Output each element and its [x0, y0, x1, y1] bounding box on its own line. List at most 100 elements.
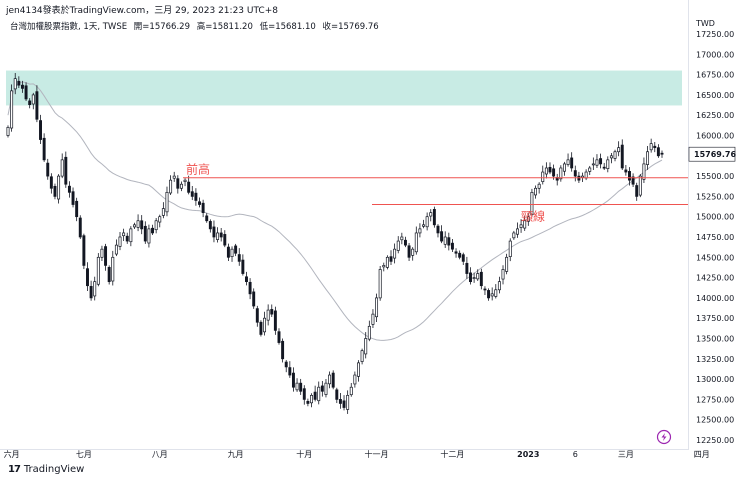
candle[interactable] — [555, 173, 559, 186]
candle[interactable] — [591, 157, 595, 171]
candle[interactable] — [483, 286, 487, 296]
candle[interactable] — [335, 387, 339, 404]
candle[interactable] — [252, 288, 256, 309]
candle[interactable] — [53, 183, 57, 200]
candle[interactable] — [497, 276, 501, 294]
candle[interactable] — [28, 98, 32, 109]
candle[interactable] — [505, 253, 509, 275]
candle[interactable] — [328, 371, 332, 389]
candle[interactable] — [443, 231, 447, 248]
candle[interactable] — [179, 181, 183, 192]
candle[interactable] — [122, 228, 126, 241]
candle[interactable] — [255, 305, 259, 327]
candle[interactable] — [86, 262, 89, 291]
candle[interactable] — [501, 265, 505, 285]
candle[interactable] — [653, 141, 657, 153]
candle[interactable] — [64, 151, 68, 188]
candle[interactable] — [642, 157, 646, 184]
candle[interactable] — [306, 398, 310, 407]
candle[interactable] — [266, 304, 270, 326]
candle[interactable] — [161, 202, 165, 219]
candle[interactable] — [465, 256, 469, 279]
candle[interactable] — [198, 197, 201, 208]
candle[interactable] — [559, 165, 563, 182]
candle[interactable] — [216, 227, 220, 243]
candle[interactable] — [302, 385, 306, 405]
candle[interactable] — [552, 164, 556, 180]
candle[interactable] — [172, 171, 176, 182]
candle[interactable] — [436, 224, 440, 238]
candle[interactable] — [187, 175, 191, 195]
candle[interactable] — [566, 153, 570, 167]
candle[interactable] — [429, 209, 433, 222]
candle[interactable] — [270, 304, 274, 317]
candle[interactable] — [71, 187, 75, 208]
candle[interactable] — [649, 138, 653, 153]
candle[interactable] — [60, 153, 64, 179]
candle[interactable] — [584, 169, 588, 181]
candle[interactable] — [284, 360, 288, 373]
candle[interactable] — [515, 222, 519, 238]
candle[interactable] — [31, 92, 35, 110]
candle[interactable] — [147, 224, 151, 248]
candle[interactable] — [35, 85, 39, 123]
candle[interactable] — [212, 220, 216, 243]
candle[interactable] — [418, 223, 422, 238]
candle[interactable] — [447, 232, 451, 251]
candle[interactable] — [346, 390, 350, 414]
candle[interactable] — [176, 175, 180, 194]
symbol-name[interactable]: 台灣加權股票指數, 1天, TWSE — [10, 22, 128, 32]
candle[interactable] — [469, 267, 472, 285]
candle[interactable] — [385, 255, 389, 270]
candle[interactable] — [208, 219, 212, 233]
candle[interactable] — [476, 269, 480, 281]
candle[interactable] — [628, 167, 631, 186]
candle[interactable] — [42, 133, 46, 162]
candle[interactable] — [631, 173, 635, 188]
candle[interactable] — [544, 162, 548, 179]
candle[interactable] — [100, 245, 104, 261]
candle[interactable] — [635, 182, 639, 201]
candle[interactable] — [158, 214, 162, 228]
lightning-button[interactable] — [656, 429, 672, 445]
candle[interactable] — [479, 268, 483, 290]
candle[interactable] — [194, 188, 198, 206]
line-annotation[interactable]: 前高 — [186, 162, 210, 177]
candle[interactable] — [512, 230, 516, 240]
candle[interactable] — [241, 254, 245, 276]
candle[interactable] — [411, 247, 415, 261]
candle[interactable] — [89, 280, 93, 301]
candle[interactable] — [620, 139, 624, 171]
candle[interactable] — [118, 232, 122, 251]
candle[interactable] — [656, 144, 660, 158]
candle[interactable] — [508, 238, 512, 262]
candle[interactable] — [393, 243, 397, 264]
tradingview-logo-icon[interactable]: 17 — [8, 464, 21, 475]
candle[interactable] — [523, 215, 527, 231]
candle[interactable] — [248, 278, 252, 300]
candle[interactable] — [432, 206, 436, 228]
tradingview-brand[interactable]: TradingView — [23, 464, 85, 475]
moving-average-line[interactable] — [7, 81, 663, 341]
candle[interactable] — [223, 230, 227, 248]
candle[interactable] — [183, 178, 187, 187]
candle[interactable] — [440, 225, 444, 244]
candle[interactable] — [660, 150, 664, 158]
candle[interactable] — [537, 182, 541, 194]
candle[interactable] — [136, 214, 140, 232]
candle[interactable] — [67, 181, 71, 198]
candle[interactable] — [10, 84, 14, 132]
candle[interactable] — [317, 381, 321, 405]
candle[interactable] — [219, 227, 223, 242]
candle[interactable] — [310, 393, 313, 408]
candle[interactable] — [624, 164, 628, 176]
candle[interactable] — [396, 236, 400, 254]
candle[interactable] — [646, 146, 650, 170]
candle[interactable] — [617, 141, 621, 157]
candle[interactable] — [111, 250, 115, 286]
candle[interactable] — [548, 162, 552, 175]
candle[interactable] — [13, 72, 17, 95]
candle[interactable] — [82, 233, 86, 270]
candle[interactable] — [49, 173, 53, 194]
candle[interactable] — [541, 165, 545, 185]
